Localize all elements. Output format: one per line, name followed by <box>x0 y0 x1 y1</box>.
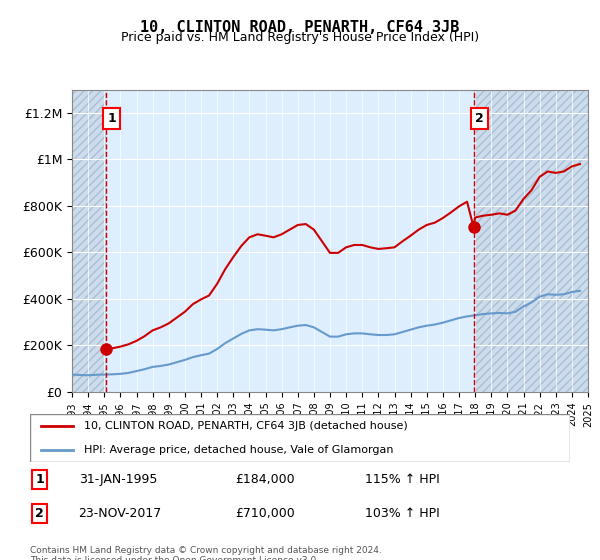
Text: 10, CLINTON ROAD, PENARTH, CF64 3JB: 10, CLINTON ROAD, PENARTH, CF64 3JB <box>140 20 460 35</box>
Text: 31-JAN-1995: 31-JAN-1995 <box>79 473 157 486</box>
Text: 103% ↑ HPI: 103% ↑ HPI <box>365 507 440 520</box>
Text: £184,000: £184,000 <box>235 473 295 486</box>
Text: HPI: Average price, detached house, Vale of Glamorgan: HPI: Average price, detached house, Vale… <box>84 445 394 455</box>
Text: Contains HM Land Registry data © Crown copyright and database right 2024.
This d: Contains HM Land Registry data © Crown c… <box>30 546 382 560</box>
Text: 1: 1 <box>35 473 44 486</box>
Text: 10, CLINTON ROAD, PENARTH, CF64 3JB (detached house): 10, CLINTON ROAD, PENARTH, CF64 3JB (det… <box>84 421 408 431</box>
Text: 1: 1 <box>107 112 116 125</box>
Text: 23-NOV-2017: 23-NOV-2017 <box>79 507 162 520</box>
Text: Price paid vs. HM Land Registry's House Price Index (HPI): Price paid vs. HM Land Registry's House … <box>121 31 479 44</box>
Bar <box>473 90 588 392</box>
Text: 2: 2 <box>35 507 44 520</box>
Text: 115% ↑ HPI: 115% ↑ HPI <box>365 473 440 486</box>
Text: £710,000: £710,000 <box>235 507 295 520</box>
Text: 2: 2 <box>475 112 484 125</box>
Bar <box>72 90 106 392</box>
FancyBboxPatch shape <box>30 414 570 462</box>
